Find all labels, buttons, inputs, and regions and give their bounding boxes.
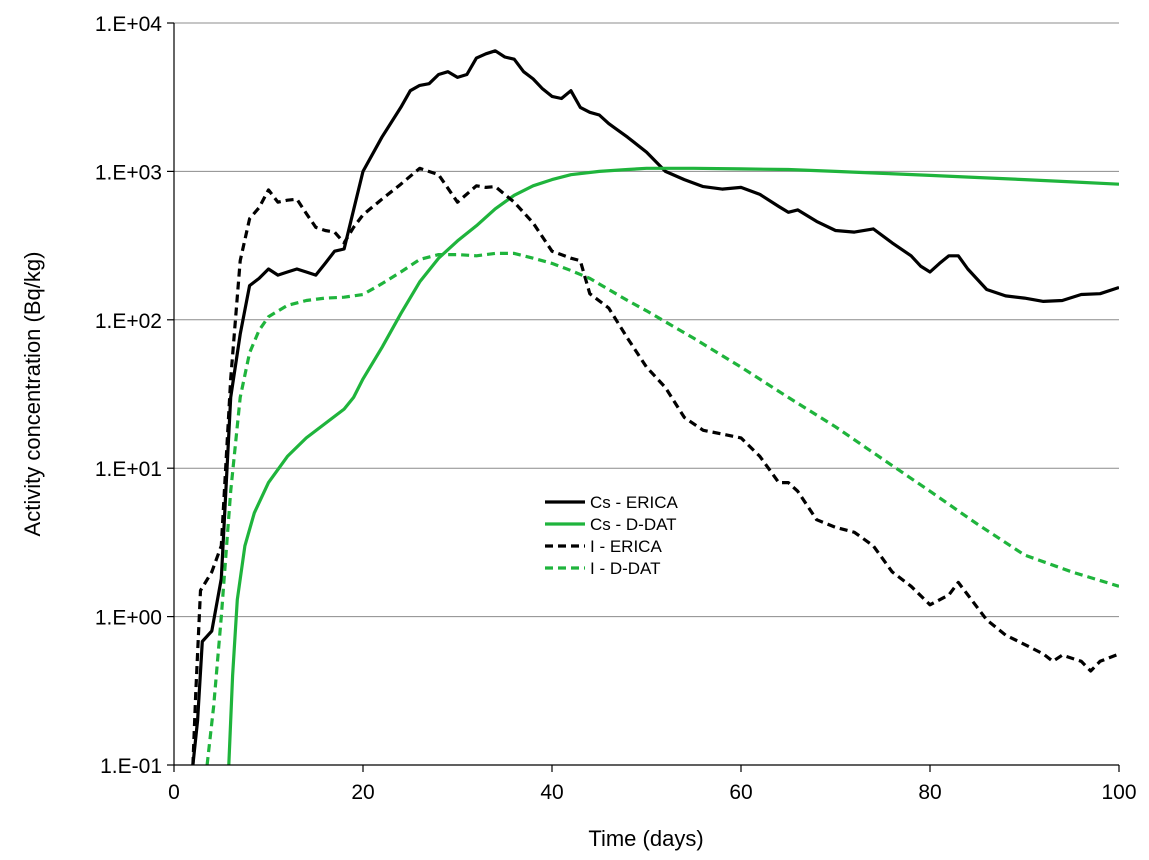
y-tick-label: 1.E+03 <box>95 161 162 184</box>
x-tick-label: 40 <box>540 781 563 804</box>
y-axis-title: Activity concentration (Bq/kg) <box>20 252 45 537</box>
x-tick-label: 20 <box>351 781 374 804</box>
tick-labels: 0 20 40 60 80 100 1.E-01 1.E+00 1.E+01 1.E+02 1.E+… <box>95 13 1137 804</box>
legend-label: I - ERICA <box>590 537 662 556</box>
x-tick-label: 0 <box>168 781 180 804</box>
x-tick-label: 100 <box>1101 781 1136 804</box>
series-lines <box>191 49 1119 766</box>
x-axis-title: Time (days) <box>588 826 703 851</box>
series-line-i-erica <box>191 166 1119 766</box>
legend-label: Cs - ERICA <box>590 493 679 512</box>
legend-label: Cs - D-DAT <box>590 515 677 534</box>
axes <box>173 23 1119 766</box>
y-tick-label: 1.E+01 <box>95 458 162 481</box>
legend-label: I - D-DAT <box>590 559 661 578</box>
x-tick-label: 60 <box>729 781 752 804</box>
y-tick-label: 1.E-01 <box>100 755 162 778</box>
y-tick-label: 1.E+04 <box>95 13 162 36</box>
series-line-cs-d-dat <box>227 166 1119 766</box>
gridlines <box>174 22 1119 766</box>
x-tick-label: 80 <box>918 781 941 804</box>
legend: Cs - ERICA Cs - D-DAT I - ERICA I - D-DAT <box>545 493 679 578</box>
series-line-cs-erica <box>191 49 1119 766</box>
y-tick-label: 1.E+02 <box>95 310 162 333</box>
series-line-i-d-dat <box>205 251 1119 766</box>
y-tick-label: 1.E+00 <box>95 607 162 630</box>
